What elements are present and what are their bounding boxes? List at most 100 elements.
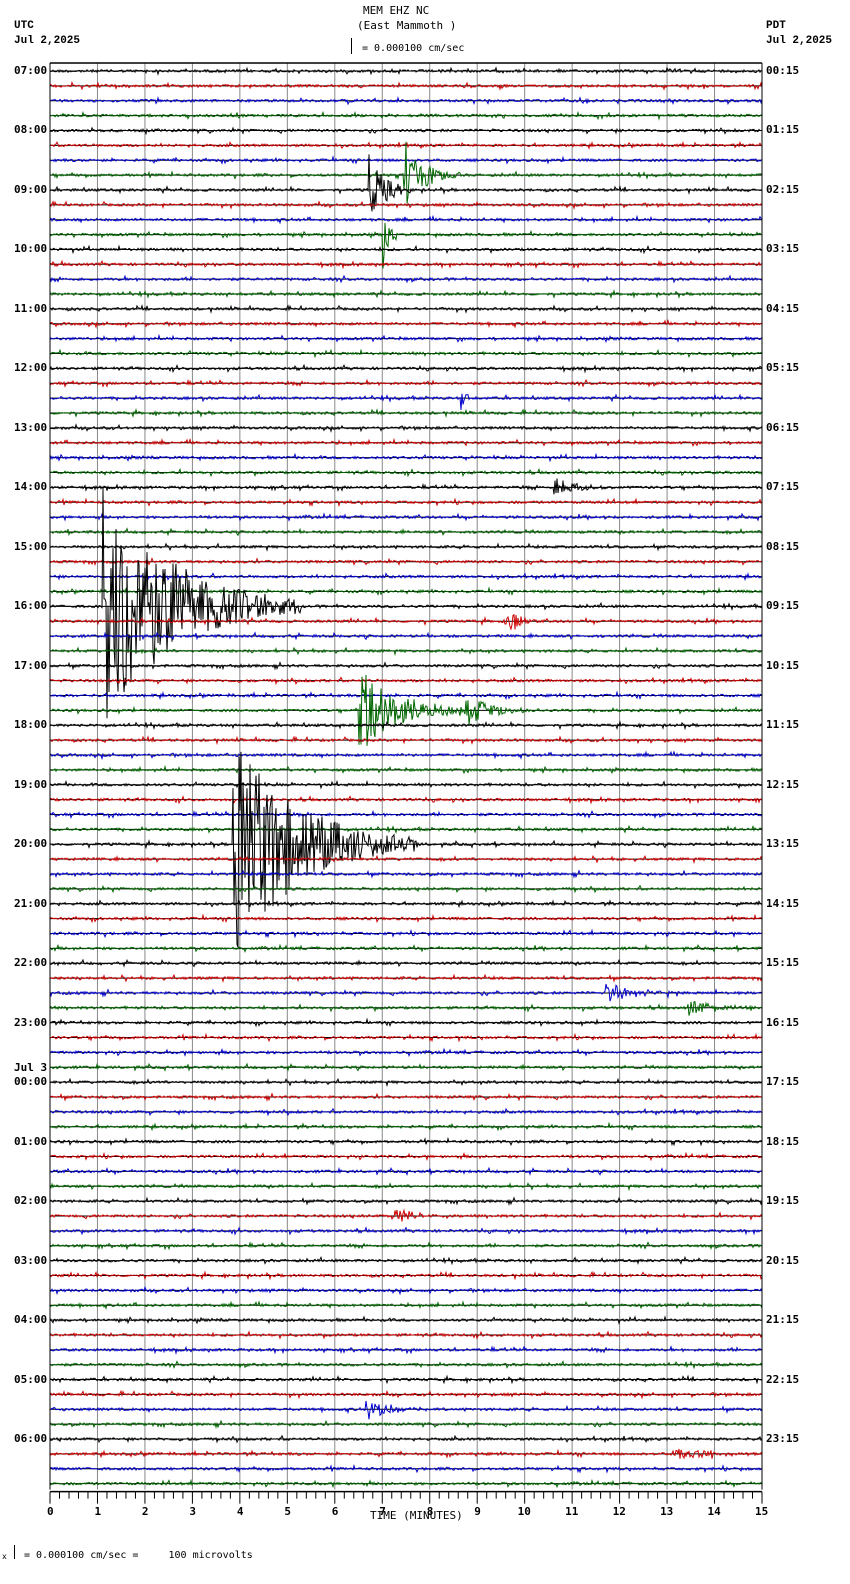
x-tick-label: 5 — [284, 1504, 291, 1518]
utc-hour-label: 14:00 — [14, 480, 48, 494]
trace-line — [49, 259, 763, 270]
trace-line — [49, 423, 763, 433]
pdt-hour-label: 21:15 — [766, 1313, 800, 1327]
trace-line — [49, 1448, 763, 1460]
pdt-hour-label: 22:15 — [766, 1372, 800, 1386]
pdt-hour-label: 23:15 — [766, 1432, 800, 1446]
trace-line — [49, 478, 763, 495]
pdt-hour-label: 09:15 — [766, 599, 800, 613]
utc-hour-label: 15:00 — [14, 539, 48, 553]
trace-line — [49, 1166, 763, 1176]
pdt-hour-label: 10:15 — [766, 658, 800, 672]
trace-line — [49, 1389, 763, 1400]
utc-hour-label: 08:00 — [14, 123, 48, 137]
trace-line — [49, 1255, 763, 1266]
utc-hour-label: 22:00 — [14, 956, 48, 970]
trace-line — [49, 81, 763, 91]
trace-line — [49, 378, 763, 388]
x-tick-label: 6 — [331, 1504, 339, 1518]
trace-line — [49, 1400, 763, 1420]
trace-line — [49, 437, 763, 447]
trace-line — [49, 1062, 763, 1072]
trace-line — [49, 542, 763, 552]
trace-line — [49, 154, 763, 212]
trace-line — [49, 200, 763, 210]
trace-line — [49, 1345, 763, 1355]
trace-line — [49, 646, 763, 656]
utc-hour-label: 23:00 — [14, 1015, 48, 1029]
trace-line — [49, 674, 763, 746]
trace-line — [49, 1270, 763, 1281]
utc-hour-label: 05:00 — [14, 1372, 48, 1386]
trace-line — [49, 586, 763, 597]
trace-line — [49, 913, 763, 924]
trace-line — [49, 274, 763, 284]
utc-hour-label: 21:00 — [14, 896, 48, 910]
pdt-hour-label: 15:15 — [766, 956, 800, 970]
trace-line — [49, 809, 763, 820]
trace-line — [49, 943, 763, 954]
trace-line — [49, 1047, 763, 1058]
pdt-hour-label: 19:15 — [766, 1194, 800, 1208]
footer-prefix: x — [2, 1552, 7, 1561]
pdt-hour-label: 20:15 — [766, 1253, 800, 1267]
x-tick-label: 12 — [612, 1504, 626, 1518]
scale-bar-icon — [351, 38, 355, 54]
trace-line — [49, 869, 763, 879]
x-tick-label: 1 — [94, 1504, 102, 1518]
trace-line — [49, 1285, 763, 1296]
trace-line — [49, 467, 763, 478]
pdt-hour-label: 18:15 — [766, 1134, 800, 1148]
pdt-hour-label: 04:15 — [766, 301, 800, 315]
utc-hour-label: 20:00 — [14, 837, 48, 851]
trace-line — [49, 884, 763, 894]
station-title: MEM EHZ NC — [363, 4, 430, 17]
trace-line — [49, 1196, 763, 1206]
station-location: (East Mammoth ) — [357, 19, 457, 32]
pdt-hour-label: 14:15 — [766, 896, 800, 910]
trace-line — [49, 66, 763, 76]
trace-line — [49, 110, 763, 121]
x-tick-label: 13 — [660, 1504, 674, 1518]
trace-line — [49, 1001, 763, 1016]
pdt-hour-label: 06:15 — [766, 420, 800, 434]
trace-line — [49, 95, 763, 106]
footer-scale-text: = 0.000100 cm/sec = 100 microvolts — [24, 1550, 253, 1561]
date-change-label: Jul 3 — [14, 1061, 48, 1075]
trace-line — [49, 557, 763, 567]
trace-line — [49, 304, 763, 314]
trace-line — [49, 363, 763, 374]
x-tick-label: 0 — [47, 1504, 54, 1518]
trace-line — [49, 1181, 763, 1192]
trace-line — [49, 631, 763, 641]
trace-line — [49, 795, 763, 805]
trace-line — [49, 126, 763, 136]
utc-hour-label: 00:00 — [14, 1075, 48, 1089]
utc-hour-label: 11:00 — [14, 301, 48, 315]
trace-line — [49, 497, 763, 508]
utc-hour-label: 01:00 — [14, 1134, 48, 1148]
trace-line — [49, 779, 763, 790]
trace-line — [49, 735, 763, 746]
trace-line — [49, 527, 763, 537]
trace-line — [49, 1241, 763, 1251]
trace-line — [49, 1107, 763, 1117]
trace-line — [49, 1151, 763, 1162]
pdt-hour-label: 12:15 — [766, 777, 800, 791]
trace-line — [49, 214, 763, 225]
trace-line — [49, 690, 763, 701]
trace-line — [49, 393, 763, 410]
x-tick-label: 7 — [379, 1504, 386, 1518]
utc-hour-label: 09:00 — [14, 182, 48, 196]
utc-hour-label: 16:00 — [14, 599, 48, 613]
trace-line — [49, 676, 763, 686]
trace-line — [49, 1121, 763, 1132]
trace-line — [49, 1077, 763, 1088]
x-tick-label: 4 — [236, 1504, 244, 1518]
x-tick-label: 8 — [426, 1504, 434, 1518]
trace-line — [49, 1419, 763, 1429]
pdt-hour-label: 11:15 — [766, 718, 800, 732]
pdt-hour-label: 16:15 — [766, 1015, 800, 1029]
trace-line — [49, 1208, 763, 1222]
right-date: Jul 2,2025 — [766, 35, 833, 47]
